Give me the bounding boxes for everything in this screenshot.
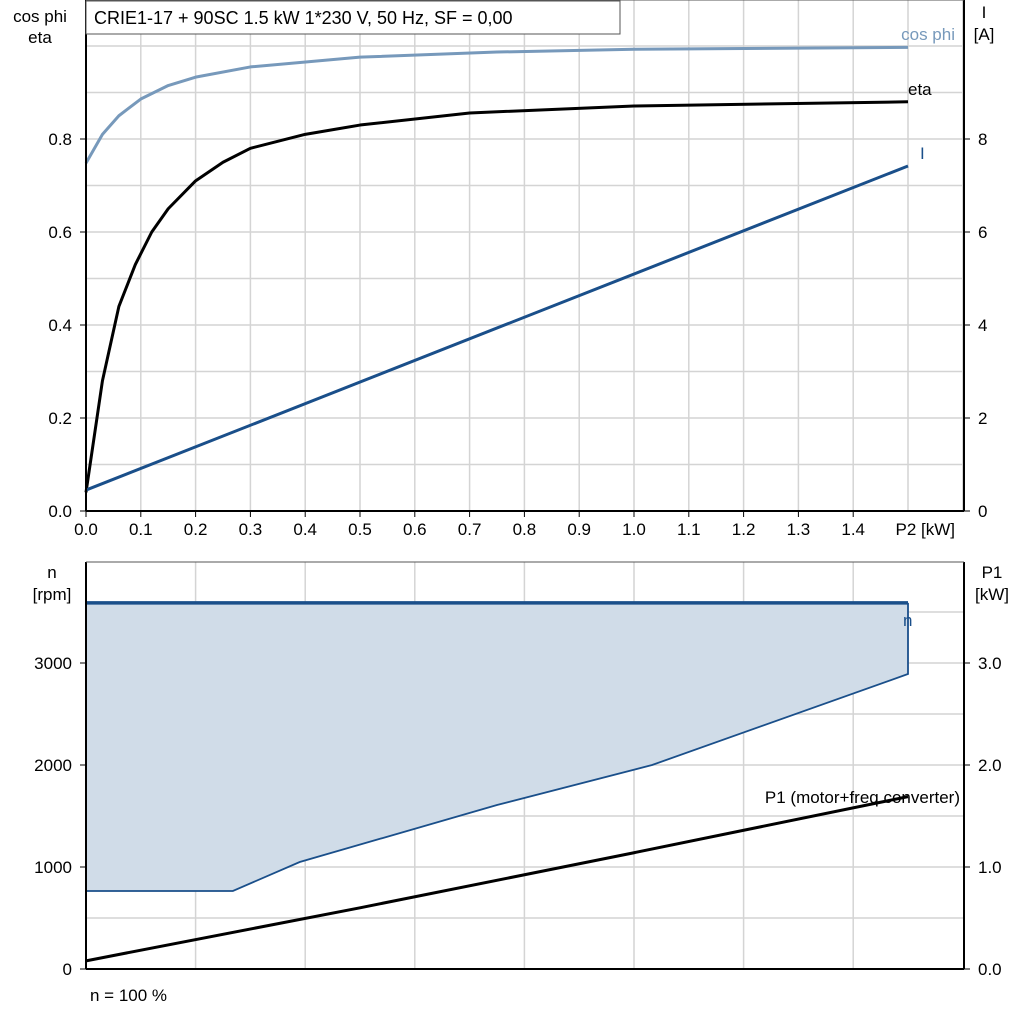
x-tick-label: 0.9 <box>567 520 591 539</box>
x-tick-label: 0.2 <box>184 520 208 539</box>
y-right-label-unit: [A] <box>974 25 995 44</box>
x-tick-label: 0.0 <box>74 520 98 539</box>
y-right-tick-label: 4 <box>978 316 987 335</box>
x-tick-label: 0.8 <box>513 520 537 539</box>
footnote: n = 100 % <box>90 986 167 1005</box>
n-axis-label: n <box>47 563 56 582</box>
series-line-p1 <box>85 795 909 963</box>
series-label-cosphi: cos phi <box>901 25 955 44</box>
y-left-label-cosphi: cos phi <box>13 7 67 26</box>
x-tick-label: 0.5 <box>348 520 372 539</box>
p1-tick-label: 0.0 <box>978 960 1002 979</box>
y-right-tick-label: 6 <box>978 223 987 242</box>
x-tick-label: 0.1 <box>129 520 153 539</box>
y-left-tick-label: 0.6 <box>48 223 72 242</box>
n-tick-label: 0 <box>63 960 72 979</box>
x-tick-label: 0.6 <box>403 520 427 539</box>
top-grid <box>86 0 964 511</box>
x-tick-label: 1.2 <box>732 520 756 539</box>
x-tick-label: 1.1 <box>677 520 701 539</box>
x-tick-label: 1.0 <box>622 520 646 539</box>
series-label-p1: P1 (motor+freq.converter) <box>765 788 960 807</box>
chart-marks <box>84 45 909 963</box>
y-right-tick-label: 0 <box>978 502 987 521</box>
speed-lower-bound-line <box>86 602 909 892</box>
n-axis-unit: [rpm] <box>33 585 72 604</box>
y-left-tick-label: 0.8 <box>48 130 72 149</box>
series-line-eta <box>84 100 909 493</box>
n-tick-label: 1000 <box>34 858 72 877</box>
y-left-label-eta: eta <box>28 28 52 47</box>
p1-axis-unit: [kW] <box>975 585 1009 604</box>
n-tick-label: 2000 <box>34 756 72 775</box>
p1-tick-label: 2.0 <box>978 756 1002 775</box>
x-tick-label: 0.7 <box>458 520 482 539</box>
x-tick-label: 0.4 <box>293 520 317 539</box>
chart-title: CRIE1-17 + 90SC 1.5 kW 1*230 V, 50 Hz, S… <box>94 8 513 28</box>
p1-tick-label: 3.0 <box>978 654 1002 673</box>
x-axis-label: P2 [kW] <box>895 520 955 539</box>
series-label-eta: eta <box>908 80 932 99</box>
y-left-tick-label: 0.0 <box>48 502 72 521</box>
n-tick-label: 3000 <box>34 654 72 673</box>
x-tick-label: 1.3 <box>787 520 811 539</box>
y-right-label-i: I <box>982 3 987 22</box>
series-label-i: I <box>920 144 925 163</box>
y-left-tick-label: 0.2 <box>48 409 72 428</box>
series-line-cos-phi <box>84 45 909 164</box>
p1-tick-label: 1.0 <box>978 858 1002 877</box>
series-line-I <box>85 164 909 492</box>
y-right-tick-label: 2 <box>978 409 987 428</box>
x-tick-label: 0.3 <box>239 520 263 539</box>
title-box <box>85 0 621 35</box>
x-tick-label: 1.4 <box>841 520 865 539</box>
y-right-tick-label: 8 <box>978 130 987 149</box>
series-label-n: n <box>903 611 912 630</box>
y-left-tick-label: 0.4 <box>48 316 72 335</box>
p1-axis-label: P1 <box>982 563 1003 582</box>
speed-range-area <box>86 602 908 891</box>
